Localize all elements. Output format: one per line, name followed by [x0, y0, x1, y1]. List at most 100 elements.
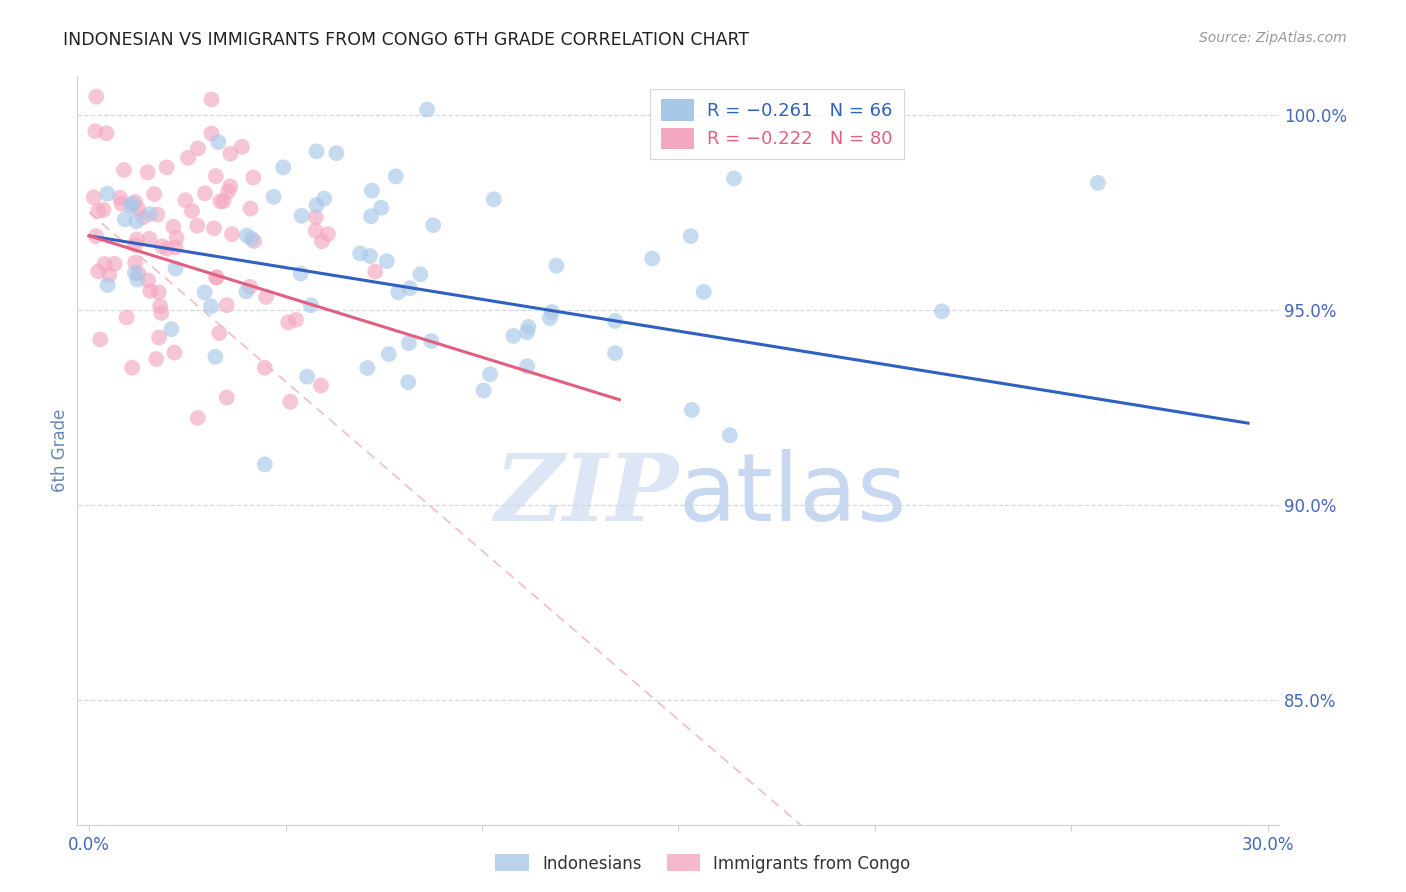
- Point: [139, 284, 162, 298]
- Point: [364, 264, 387, 278]
- Legend: R = −0.261   N = 66, R = −0.222   N = 80: R = −0.261 N = 66, R = −0.222 N = 80: [650, 88, 904, 159]
- Point: [349, 246, 371, 260]
- Point: [165, 261, 187, 276]
- Point: [236, 228, 259, 243]
- Point: [202, 221, 225, 235]
- Y-axis label: 6th Grade: 6th Grade: [51, 409, 69, 492]
- Point: [263, 190, 285, 204]
- Point: [194, 285, 217, 300]
- Point: [186, 219, 208, 233]
- Point: [605, 314, 627, 328]
- Point: [96, 186, 118, 201]
- Point: [217, 185, 239, 199]
- Point: [422, 218, 444, 232]
- Point: [221, 227, 243, 241]
- Point: [204, 169, 226, 183]
- Point: [160, 322, 183, 336]
- Point: [194, 186, 217, 201]
- Point: [120, 200, 142, 214]
- Point: [360, 184, 382, 198]
- Point: [156, 242, 179, 256]
- Point: [96, 126, 118, 140]
- Point: [314, 192, 336, 206]
- Point: [93, 202, 115, 217]
- Point: [97, 278, 120, 293]
- Point: [370, 201, 392, 215]
- Point: [166, 231, 188, 245]
- Point: [200, 299, 222, 313]
- Point: [375, 254, 398, 268]
- Point: [148, 285, 170, 300]
- Point: [149, 299, 172, 313]
- Point: [605, 346, 627, 360]
- Point: [284, 313, 307, 327]
- Point: [359, 249, 381, 263]
- Text: INDONESIAN VS IMMIGRANTS FROM CONGO 6TH GRADE CORRELATION CHART: INDONESIAN VS IMMIGRANTS FROM CONGO 6TH …: [63, 31, 749, 49]
- Point: [387, 285, 409, 300]
- Point: [125, 214, 148, 228]
- Point: [124, 195, 146, 210]
- Point: [517, 319, 540, 334]
- Point: [516, 359, 538, 374]
- Point: [84, 229, 107, 244]
- Point: [482, 192, 505, 206]
- Point: [177, 151, 200, 165]
- Point: [316, 227, 339, 241]
- Point: [311, 235, 333, 249]
- Point: [209, 194, 232, 209]
- Point: [472, 384, 495, 398]
- Point: [150, 306, 173, 320]
- Point: [299, 298, 322, 312]
- Point: [205, 270, 228, 285]
- Point: [239, 202, 262, 216]
- Point: [139, 207, 162, 221]
- Point: [305, 198, 328, 212]
- Point: [124, 266, 146, 280]
- Point: [416, 103, 439, 117]
- Point: [378, 347, 401, 361]
- Point: [187, 411, 209, 425]
- Point: [136, 273, 159, 287]
- Point: [409, 267, 432, 281]
- Point: [420, 334, 443, 348]
- Point: [305, 224, 328, 238]
- Point: [132, 210, 155, 224]
- Point: [200, 127, 222, 141]
- Point: [127, 201, 149, 215]
- Point: [396, 376, 419, 390]
- Point: [240, 232, 263, 246]
- Point: [127, 272, 149, 286]
- Point: [679, 229, 702, 244]
- Point: [253, 458, 276, 472]
- Point: [200, 92, 222, 106]
- Point: [242, 170, 264, 185]
- Point: [165, 240, 187, 254]
- Point: [278, 394, 301, 409]
- Point: [121, 360, 143, 375]
- Point: [114, 212, 136, 227]
- Point: [138, 232, 160, 246]
- Point: [150, 239, 173, 253]
- Point: [207, 135, 229, 149]
- Point: [290, 267, 312, 281]
- Point: [502, 329, 524, 343]
- Point: [398, 281, 420, 295]
- Text: atlas: atlas: [679, 450, 907, 541]
- Point: [127, 266, 149, 280]
- Point: [254, 290, 277, 304]
- Point: [305, 210, 328, 224]
- Point: [162, 219, 184, 234]
- Point: [356, 361, 378, 376]
- Point: [208, 326, 231, 340]
- Point: [239, 279, 262, 293]
- Point: [143, 187, 166, 202]
- Point: [219, 179, 242, 194]
- Point: [235, 285, 257, 299]
- Point: [305, 145, 328, 159]
- Point: [110, 197, 132, 211]
- Point: [87, 264, 110, 278]
- Point: [84, 124, 107, 138]
- Point: [87, 204, 110, 219]
- Point: [108, 191, 131, 205]
- Point: [98, 268, 121, 282]
